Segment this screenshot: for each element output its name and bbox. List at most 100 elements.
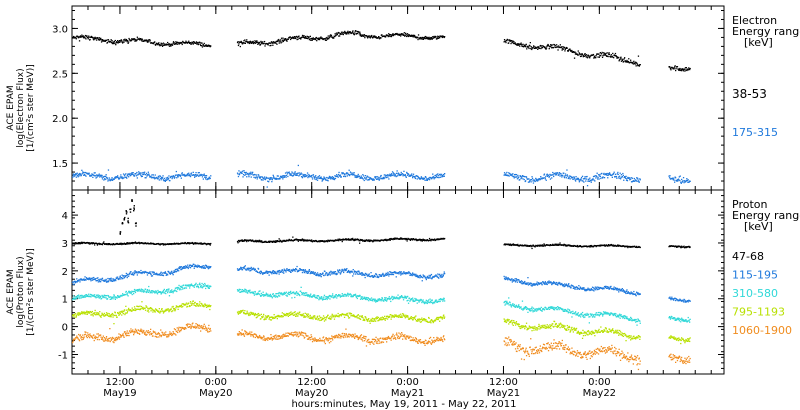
data-point: [443, 271, 445, 273]
data-point: [590, 289, 592, 291]
data-point: [160, 177, 162, 179]
data-point: [371, 34, 373, 37]
data-point: [595, 245, 597, 248]
data-point: [82, 171, 84, 173]
data-point: [153, 271, 155, 273]
data-point: [563, 176, 565, 178]
data-point: [431, 176, 433, 179]
data-point: [192, 242, 194, 244]
data-point: [402, 33, 404, 35]
data-point: [135, 173, 137, 175]
data-point: [293, 37, 295, 40]
data-point: [546, 282, 548, 284]
data-point: [187, 264, 189, 266]
data-point: [356, 273, 358, 275]
data-point: [371, 275, 374, 277]
data-point: [599, 244, 601, 246]
data-point: [82, 279, 84, 281]
data-point: [524, 280, 526, 283]
data-point: [113, 178, 115, 180]
data-point: [77, 35, 79, 37]
data-point: [154, 292, 156, 294]
data-point: [355, 175, 357, 177]
data-point: [112, 278, 114, 280]
data-point: [516, 176, 518, 178]
data-point: [242, 267, 245, 269]
data-point: [333, 37, 335, 39]
data-point: [530, 284, 532, 287]
data-point: [279, 178, 281, 180]
data-point: [380, 37, 382, 39]
data-point: [245, 173, 247, 175]
data-point: [82, 35, 84, 37]
data-point: [258, 271, 261, 274]
data-point: [635, 65, 637, 67]
data-point: [98, 175, 100, 177]
data-point: [194, 243, 197, 245]
data-point: [301, 177, 304, 179]
data-point: [111, 244, 114, 246]
data-point: [573, 51, 575, 54]
electron-y-axis-label: ACE EPAM log(Electron Flux) [1/(cm²s ster …: [6, 64, 36, 151]
data-point: [422, 239, 424, 241]
data-point: [375, 273, 377, 275]
data-point: [249, 172, 251, 175]
data-point: [131, 274, 133, 276]
data-point: [583, 55, 585, 57]
data-point: [322, 272, 324, 274]
data-point: [133, 290, 135, 293]
data-point: [255, 40, 257, 43]
data-point: [626, 245, 629, 247]
data-point: [634, 63, 636, 65]
data-point: [247, 240, 250, 242]
data-point: [679, 299, 681, 301]
data-point: [270, 271, 272, 274]
data-point: [94, 294, 96, 296]
data-point: [565, 177, 568, 179]
data-point: [283, 240, 285, 242]
data-point: [359, 175, 361, 177]
data-point: [127, 173, 129, 175]
data-point: [136, 171, 138, 174]
data-point: [680, 68, 682, 70]
data-point: [95, 37, 97, 39]
data-point: [610, 56, 612, 58]
data-point: [182, 266, 184, 268]
data-point: [385, 272, 387, 274]
legend-entry-175-315: 175-315: [732, 126, 778, 139]
data-point: [333, 272, 336, 274]
data-point: [291, 171, 293, 173]
data-point: [128, 292, 131, 294]
data-point: [100, 281, 102, 283]
data-point: [101, 178, 104, 180]
data-point: [587, 54, 589, 56]
data-point: [141, 291, 143, 293]
data-point: [278, 38, 280, 41]
data-point: [390, 35, 393, 38]
data-point: [144, 40, 147, 42]
data-point: [394, 238, 396, 240]
data-point: [340, 176, 342, 178]
data-point: [88, 173, 90, 175]
data-point: [350, 270, 352, 272]
data-point: [201, 265, 204, 267]
data-point: [160, 291, 162, 294]
data-point: [72, 295, 75, 297]
data-point: [587, 180, 589, 182]
data-point: [281, 175, 283, 177]
data-point: [137, 272, 139, 274]
data-point: [116, 41, 118, 44]
data-point: [143, 291, 145, 293]
data-point: [121, 176, 123, 178]
data-point: [583, 288, 585, 290]
data-point: [689, 300, 691, 302]
data-point: [343, 173, 345, 175]
data-point: [396, 172, 398, 174]
data-point: [111, 42, 113, 44]
data-point: [204, 176, 206, 178]
data-point: [84, 174, 86, 176]
data-point: [555, 243, 557, 245]
data-point: [165, 274, 167, 276]
data-point: [581, 287, 584, 289]
data-point: [400, 238, 402, 240]
